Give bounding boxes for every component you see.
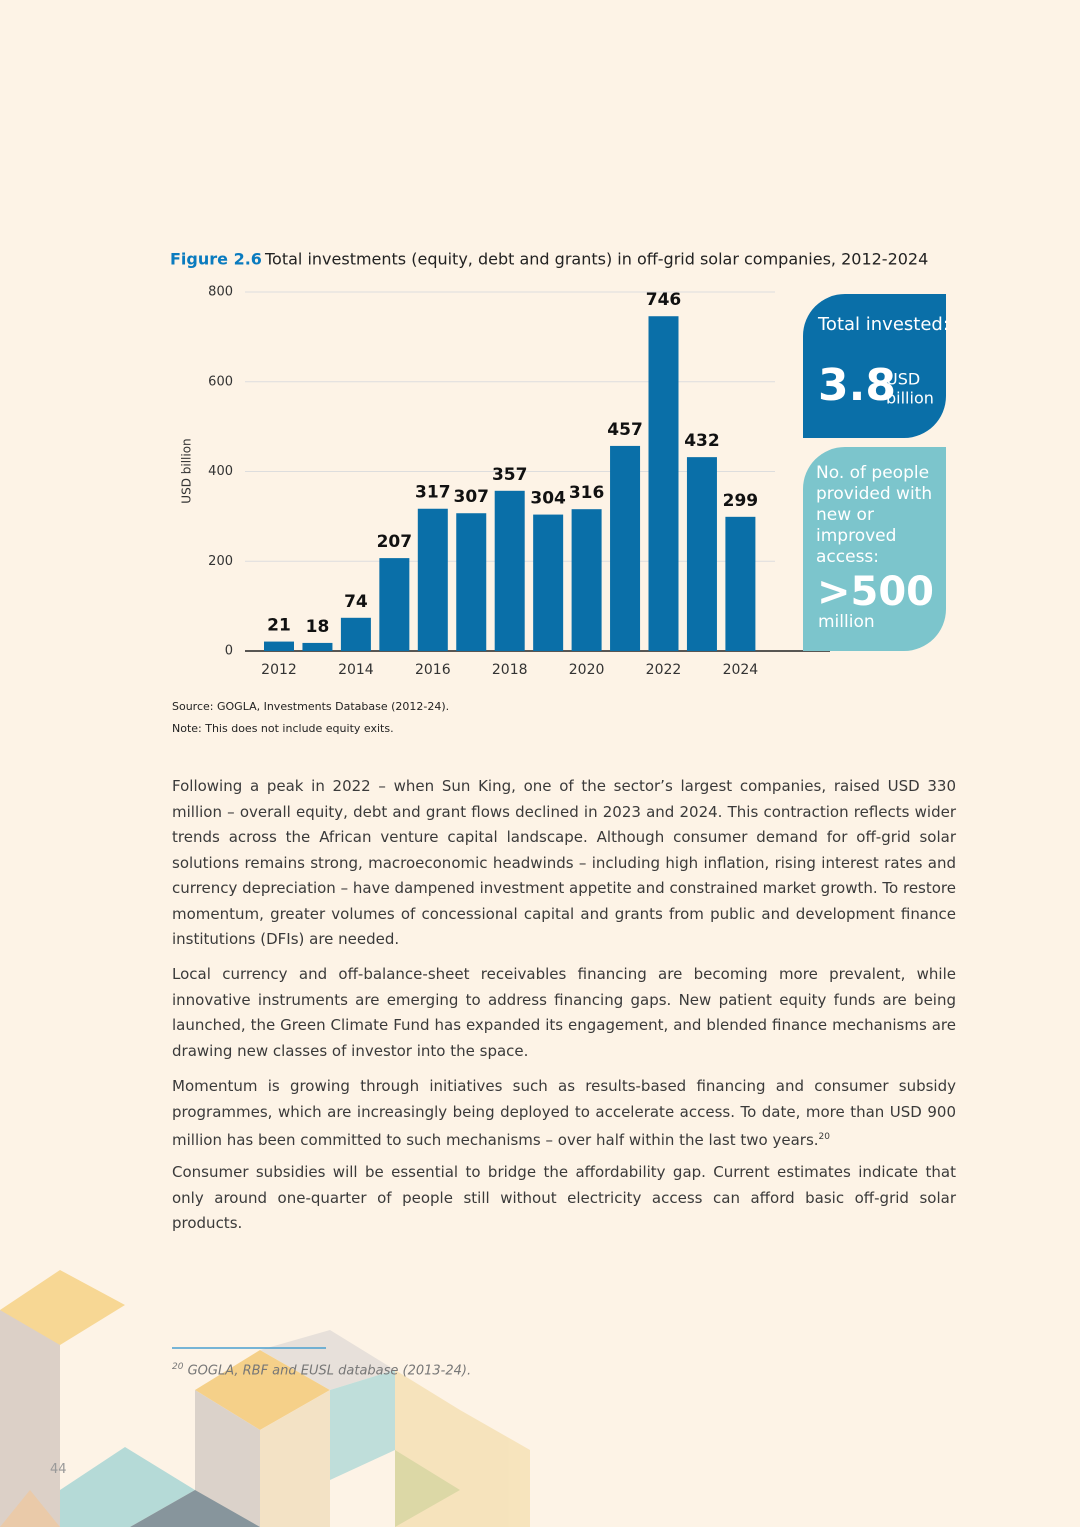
callouts: Total invested: 3.8 USD billion No. of p…	[803, 294, 949, 651]
page-number: 44	[50, 1462, 67, 1477]
callout-label: No. of people provided with new or impro…	[816, 463, 933, 567]
y-tick-label: 600	[208, 374, 233, 389]
callout-box	[803, 294, 946, 438]
data-label: 316	[569, 483, 605, 503]
bar	[725, 516, 756, 651]
data-label: 74	[344, 592, 368, 612]
bar	[264, 641, 294, 651]
paragraph: Local currency and off-balance-sheet rec…	[172, 965, 956, 1060]
footnote: 20 GOGLA, RBF and EUSL database (2013-24…	[172, 1362, 471, 1378]
x-tick-label: 2022	[646, 662, 682, 678]
bar	[648, 316, 679, 651]
chart: Figure 2.6 Total investments (equity, de…	[170, 250, 928, 736]
bar	[494, 490, 525, 651]
source: Source: GOGLA, Investments Database (201…	[172, 700, 449, 713]
paragraph: Momentum is growing through initiatives …	[172, 1074, 956, 1154]
bar	[533, 514, 564, 651]
paragraph: Following a peak in 2022 – when Sun King…	[172, 777, 956, 948]
bar	[302, 642, 333, 651]
bar	[340, 617, 371, 651]
bar	[456, 513, 487, 651]
callout-label-text: Total invested:	[817, 314, 949, 335]
data-label: 21	[267, 616, 291, 636]
bar	[610, 445, 641, 651]
data-label: 207	[377, 532, 413, 552]
x-tick-label: 2012	[261, 662, 297, 678]
chart-title: Total investments (equity, debt and gran…	[264, 250, 928, 269]
x-tick-label: 2016	[415, 662, 451, 678]
bar	[379, 558, 410, 651]
callout-value: >500	[817, 569, 934, 615]
y-tick-label: 800	[208, 285, 233, 300]
decoration	[0, 1270, 530, 1527]
callout-box	[803, 447, 946, 651]
y-axis-label: USD billion	[180, 438, 194, 503]
callout-label: Total invested:	[817, 314, 949, 335]
data-label: 18	[306, 617, 330, 637]
callout-unit: billion	[886, 389, 934, 408]
footnote-ref: 20	[818, 1132, 830, 1142]
data-label: 457	[607, 420, 643, 440]
x-tick-label: 2018	[492, 662, 528, 678]
y-tick-label: 200	[208, 554, 233, 569]
callout-unit: USD	[886, 370, 920, 389]
y-tick-label: 0	[225, 644, 233, 659]
x-tick-label: 2020	[569, 662, 605, 678]
paragraph: Consumer subsidies will be essential to …	[172, 1163, 956, 1232]
callout-value: 3.8	[818, 360, 896, 411]
footnote-text: GOGLA, RBF and EUSL database (2013-24).	[187, 1363, 472, 1379]
bar	[417, 508, 448, 651]
x-tick-label: 2024	[723, 662, 759, 678]
note: Note: This does not include equity exits…	[172, 722, 394, 735]
bar	[686, 457, 717, 651]
callout-label-wrap: No. of people provided with new or impro…	[816, 463, 933, 567]
data-label: 307	[454, 487, 490, 507]
data-label: 304	[530, 489, 566, 509]
bar	[571, 509, 602, 651]
data-label: 746	[646, 290, 682, 310]
data-label: 357	[492, 465, 528, 485]
footnote-number: 20	[172, 1362, 184, 1372]
callout-unit: million	[818, 612, 875, 632]
x-tick-label: 2014	[338, 662, 374, 678]
figure-label: Figure 2.6	[170, 250, 262, 269]
paragraph-text: Momentum is growing through initiatives …	[172, 1077, 956, 1149]
data-label: 317	[415, 483, 451, 503]
y-tick-label: 400	[208, 464, 233, 479]
data-label: 432	[684, 431, 720, 451]
data-label: 299	[723, 491, 759, 511]
